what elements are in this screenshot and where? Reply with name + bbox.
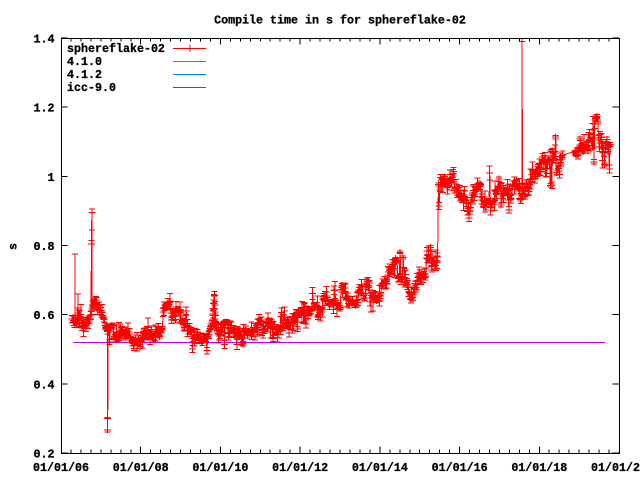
svg-text:01/01/16: 01/01/16 (432, 461, 488, 475)
svg-text:0.8: 0.8 (34, 240, 55, 254)
svg-text:1.2: 1.2 (34, 102, 55, 116)
svg-text:0.6: 0.6 (34, 309, 55, 323)
svg-text:4.1.0: 4.1.0 (67, 55, 102, 69)
svg-text:s: s (7, 243, 21, 250)
svg-text:01/01/18: 01/01/18 (511, 461, 567, 475)
svg-text:1.4: 1.4 (34, 33, 55, 47)
svg-text:01/01/14: 01/01/14 (352, 461, 408, 475)
svg-text:sphereflake-02: sphereflake-02 (67, 42, 165, 56)
svg-text:0.4: 0.4 (34, 378, 55, 392)
svg-text:01/01/20: 01/01/20 (591, 461, 640, 475)
svg-text:0.2: 0.2 (34, 448, 55, 462)
svg-text:icc-9.0: icc-9.0 (67, 81, 116, 95)
svg-text:01/01/12: 01/01/12 (272, 461, 328, 475)
svg-text:1: 1 (48, 171, 55, 185)
svg-text:4.1.2: 4.1.2 (67, 68, 102, 82)
svg-text:01/01/08: 01/01/08 (113, 461, 169, 475)
svg-text:01/01/06: 01/01/06 (33, 461, 89, 475)
svg-text:Compile time in s for spherefl: Compile time in s for sphereflake-02 (214, 14, 466, 28)
svg-text:01/01/10: 01/01/10 (192, 461, 248, 475)
